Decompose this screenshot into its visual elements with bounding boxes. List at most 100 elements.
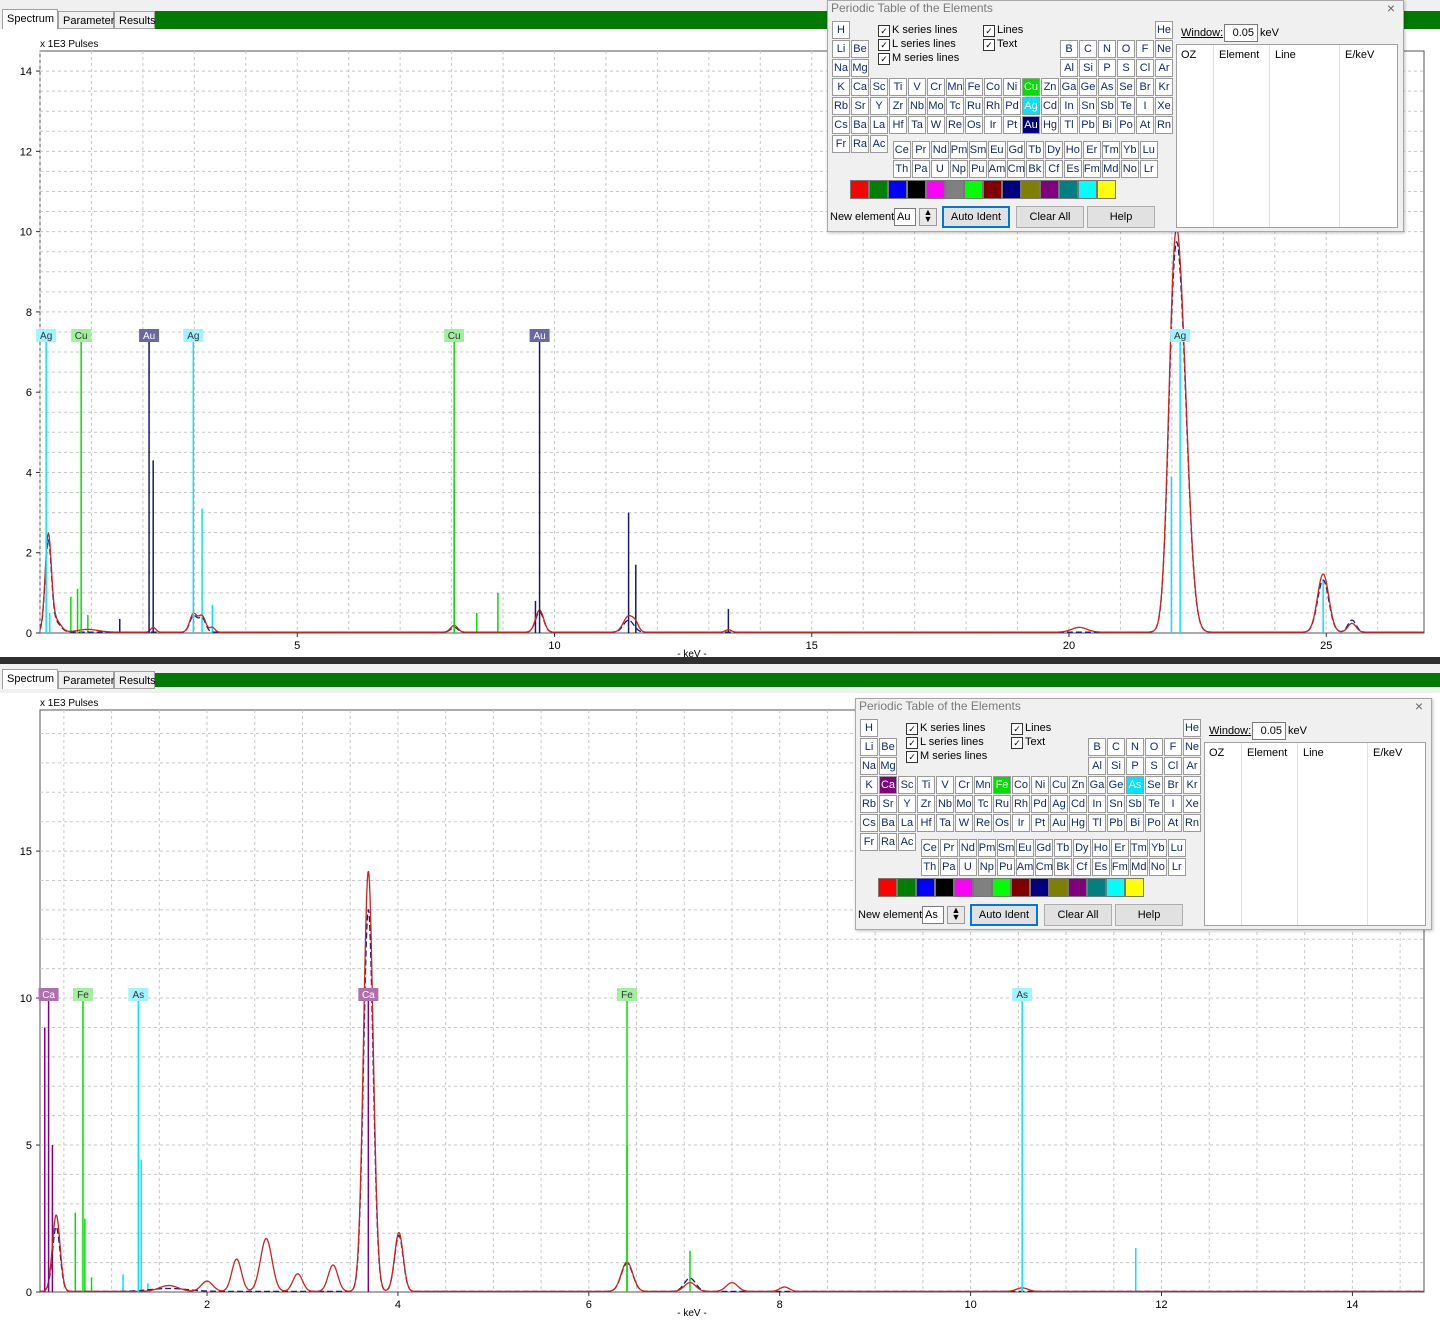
element-hg[interactable]: Hg [1041, 116, 1059, 134]
element-ir[interactable]: Ir [1012, 814, 1030, 832]
checkbox-text[interactable]: ✓ Text [983, 38, 1017, 51]
element-sr[interactable]: Sr [851, 97, 869, 115]
checkbox-m-series-lines[interactable]: ✓ M series lines [878, 52, 959, 65]
color-swatch[interactable] [878, 878, 897, 897]
checkbox-k-series-lines[interactable]: ✓ K series lines [878, 24, 957, 37]
color-swatch[interactable] [1030, 878, 1049, 897]
element-cm[interactable]: Cm [1034, 857, 1053, 876]
element-mg[interactable]: Mg [879, 757, 897, 775]
element-co[interactable]: Co [984, 78, 1002, 96]
element-yb[interactable]: Yb [1120, 140, 1139, 159]
element-lr[interactable]: Lr [1139, 159, 1158, 178]
element-lu[interactable]: Lu [1139, 140, 1158, 159]
element-gd[interactable]: Gd [1034, 838, 1053, 857]
checkbox-l-series-lines[interactable]: ✓ L series lines [906, 736, 984, 749]
element-os[interactable]: Os [993, 814, 1011, 832]
element-k[interactable]: K [832, 78, 850, 96]
element-fr[interactable]: Fr [832, 135, 850, 153]
element-al[interactable]: Al [1060, 59, 1078, 77]
element-xe[interactable]: Xe [1183, 795, 1201, 813]
element-cl[interactable]: Cl [1136, 59, 1154, 77]
results-header-oz[interactable]: OZ [1209, 747, 1225, 759]
spinner-icon[interactable]: ▲ ▼ [947, 906, 965, 924]
element-lr[interactable]: Lr [1167, 857, 1186, 876]
tab-parameter[interactable]: Parameter [58, 11, 114, 29]
element-c[interactable]: C [1107, 738, 1125, 756]
element-tm[interactable]: Tm [1101, 140, 1120, 159]
element-as[interactable]: As [1098, 78, 1116, 96]
element-eu[interactable]: Eu [987, 140, 1006, 159]
element-rn[interactable]: Rn [1155, 116, 1173, 134]
element-pd[interactable]: Pd [1031, 795, 1049, 813]
element-pu[interactable]: Pu [968, 159, 987, 178]
element-hg[interactable]: Hg [1069, 814, 1087, 832]
element-ac[interactable]: Ac [870, 135, 888, 153]
element-gd[interactable]: Gd [1006, 140, 1025, 159]
element-ga[interactable]: Ga [1088, 776, 1106, 794]
color-swatch[interactable] [888, 180, 907, 199]
window-input[interactable]: 0.05 [1252, 722, 1286, 740]
element-y[interactable]: Y [870, 97, 888, 115]
color-swatch[interactable] [964, 180, 983, 199]
element-pa[interactable]: Pa [911, 159, 930, 178]
element-be[interactable]: Be [851, 40, 869, 58]
color-swatch[interactable] [1087, 878, 1106, 897]
element-f[interactable]: F [1164, 738, 1182, 756]
element-s[interactable]: S [1117, 59, 1135, 77]
element-al[interactable]: Al [1088, 757, 1106, 775]
element-dy[interactable]: Dy [1072, 838, 1091, 857]
element-au[interactable]: Au [1022, 116, 1040, 134]
element-bi[interactable]: Bi [1126, 814, 1144, 832]
close-icon[interactable]: × [1386, 0, 1395, 16]
element-o[interactable]: O [1145, 738, 1163, 756]
element-ta[interactable]: Ta [936, 814, 954, 832]
checkbox-box[interactable]: ✓ [983, 25, 995, 37]
element-ra[interactable]: Ra [851, 135, 869, 153]
element-pu[interactable]: Pu [996, 857, 1015, 876]
element-tl[interactable]: Tl [1060, 116, 1078, 134]
element-es[interactable]: Es [1063, 159, 1082, 178]
element-zn[interactable]: Zn [1041, 78, 1059, 96]
element-nb[interactable]: Nb [908, 97, 926, 115]
element-pr[interactable]: Pr [911, 140, 930, 159]
element-sb[interactable]: Sb [1126, 795, 1144, 813]
element-xe[interactable]: Xe [1155, 97, 1173, 115]
color-swatch[interactable] [850, 180, 869, 199]
element-i[interactable]: I [1136, 97, 1154, 115]
element-ni[interactable]: Ni [1031, 776, 1049, 794]
element-cu[interactable]: Cu [1050, 776, 1068, 794]
results-header-oz[interactable]: OZ [1181, 49, 1197, 61]
element-rh[interactable]: Rh [984, 97, 1002, 115]
element-zn[interactable]: Zn [1069, 776, 1087, 794]
element-rh[interactable]: Rh [1012, 795, 1030, 813]
element-ne[interactable]: Ne [1155, 40, 1173, 58]
tab-results[interactable]: Results [114, 11, 156, 29]
element-pt[interactable]: Pt [1003, 116, 1021, 134]
checkbox-k-series-lines[interactable]: ✓ K series lines [906, 722, 985, 735]
element-br[interactable]: Br [1136, 78, 1154, 96]
element-br[interactable]: Br [1164, 776, 1182, 794]
element-li[interactable]: Li [860, 738, 878, 756]
element-tl[interactable]: Tl [1088, 814, 1106, 832]
element-w[interactable]: W [955, 814, 973, 832]
element-sm[interactable]: Sm [968, 140, 987, 159]
element-cr[interactable]: Cr [927, 78, 945, 96]
auto-ident-button[interactable]: Auto Ident [970, 904, 1038, 926]
element-yb[interactable]: Yb [1148, 838, 1167, 857]
color-swatch[interactable] [1040, 180, 1059, 199]
color-swatch[interactable] [1002, 180, 1021, 199]
element-np[interactable]: Np [949, 159, 968, 178]
element-cd[interactable]: Cd [1041, 97, 1059, 115]
color-swatch[interactable] [1068, 878, 1087, 897]
window-input[interactable]: 0.05 [1224, 24, 1258, 42]
checkbox-box[interactable]: ✓ [878, 25, 890, 37]
element-np[interactable]: Np [977, 857, 996, 876]
checkbox-box[interactable]: ✓ [906, 723, 918, 735]
color-swatch[interactable] [1011, 878, 1030, 897]
element-nd[interactable]: Nd [930, 140, 949, 159]
results-header-line[interactable]: Line [1303, 747, 1324, 759]
color-swatch[interactable] [869, 180, 888, 199]
results-header-ekev[interactable]: E/keV [1345, 49, 1375, 61]
element-ga[interactable]: Ga [1060, 78, 1078, 96]
element-ca[interactable]: Ca [851, 78, 869, 96]
